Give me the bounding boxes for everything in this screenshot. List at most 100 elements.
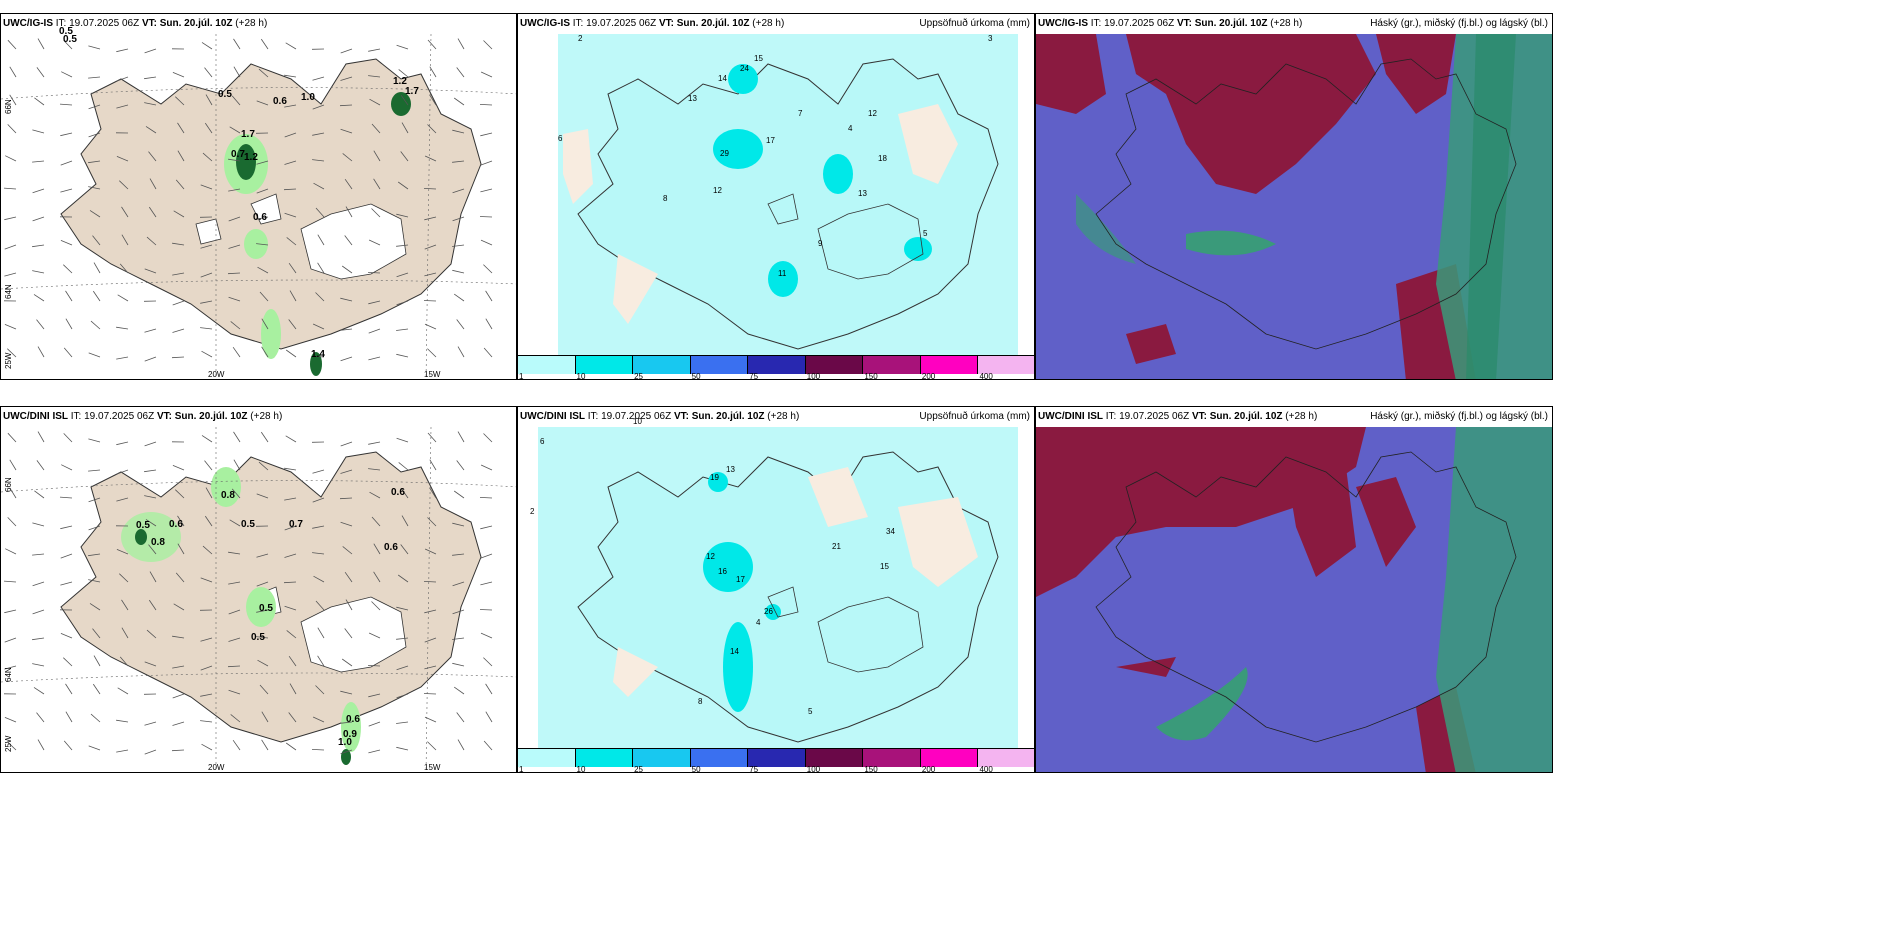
wind-barb bbox=[229, 126, 241, 134]
wind-barb bbox=[204, 67, 213, 78]
cloud-map bbox=[1036, 34, 1552, 379]
wind-barb bbox=[340, 328, 353, 331]
wind-barb bbox=[228, 296, 241, 302]
wind-barb bbox=[228, 581, 241, 585]
wind-barb bbox=[61, 71, 73, 78]
wind-barb bbox=[424, 716, 437, 723]
wind-barb bbox=[258, 68, 269, 78]
wind-barb bbox=[340, 297, 353, 302]
wind-barb bbox=[429, 487, 437, 499]
wind-barb bbox=[452, 609, 465, 615]
wind-barb bbox=[148, 544, 157, 555]
precip-number: 17 bbox=[736, 575, 745, 584]
wind-barb bbox=[172, 465, 185, 471]
wind-barb bbox=[312, 716, 325, 723]
wind-barb bbox=[204, 515, 213, 527]
wind-barb bbox=[373, 571, 381, 583]
wind-barb bbox=[146, 236, 157, 246]
wind-barb bbox=[233, 38, 241, 50]
wind-barb bbox=[88, 579, 101, 583]
wind-barb bbox=[315, 685, 325, 695]
wind-barb bbox=[202, 545, 213, 555]
model-name: UWC/IG-IS bbox=[1038, 18, 1088, 29]
wind-barb bbox=[345, 599, 353, 611]
wind-barb bbox=[483, 657, 493, 667]
wind-barb bbox=[32, 188, 45, 194]
wind-barb bbox=[32, 270, 45, 274]
wind-barb bbox=[231, 488, 241, 499]
wind-barb bbox=[368, 75, 381, 78]
wind-barb bbox=[200, 184, 213, 190]
wind-barb bbox=[116, 719, 129, 723]
wind-barb bbox=[453, 686, 465, 695]
wind-barb bbox=[88, 525, 101, 531]
wind-barb bbox=[368, 693, 381, 698]
wind-barb bbox=[60, 160, 73, 166]
model-name: UWC/DINI ISL bbox=[3, 411, 68, 422]
wind-barb bbox=[424, 637, 437, 643]
wind-barb bbox=[424, 665, 437, 670]
model-name: UWC/IG-IS bbox=[520, 18, 570, 29]
wind-barb bbox=[59, 103, 73, 106]
wind-barb bbox=[283, 581, 297, 584]
wind-barb bbox=[172, 635, 185, 639]
wind-barb bbox=[452, 129, 465, 134]
wind-barb bbox=[427, 517, 437, 527]
wind-barb bbox=[396, 213, 409, 218]
wind-barb bbox=[288, 319, 297, 330]
wind-barb bbox=[88, 76, 101, 79]
wind-barb bbox=[119, 180, 129, 190]
wind-barb bbox=[88, 553, 101, 557]
wind-barb bbox=[32, 553, 45, 556]
wind-map bbox=[1, 34, 516, 379]
wind-barb bbox=[228, 244, 241, 249]
wind-barb bbox=[396, 244, 409, 247]
wind-value: 0.6 bbox=[391, 487, 405, 498]
colorbar-label: 50 bbox=[691, 372, 701, 380]
precip-panel-top: UWC/IG-IS IT: 19.07.2025 06Z VT: Sun. 20… bbox=[517, 13, 1035, 380]
wind-barb bbox=[286, 630, 297, 639]
wind-barb bbox=[5, 548, 17, 555]
wind-barb bbox=[479, 497, 493, 499]
wind-barb bbox=[480, 71, 493, 78]
cloud-title: Háský (gr.), miðský (fj.bl.) og lágský (… bbox=[1370, 411, 1548, 422]
wind-barb bbox=[456, 460, 465, 471]
wind-barb bbox=[32, 663, 45, 667]
wind-barb bbox=[371, 601, 381, 611]
wind-barb bbox=[172, 721, 185, 726]
wind-barb bbox=[173, 210, 185, 218]
panel-header: UWC/IG-IS IT: 19.07.2025 06Z VT: Sun. 20… bbox=[1038, 18, 1302, 29]
colorbar-label: 150 bbox=[864, 765, 878, 773]
wind-barb bbox=[485, 683, 493, 695]
wind-barb bbox=[396, 721, 409, 724]
wind-barb bbox=[344, 235, 353, 246]
wind-barb bbox=[88, 745, 101, 751]
wind-barb bbox=[232, 346, 241, 358]
wind-barb bbox=[34, 490, 45, 499]
wind-barb bbox=[63, 347, 73, 358]
colorbar-label: 100 bbox=[806, 765, 821, 773]
wind-barb bbox=[368, 441, 381, 445]
valid-time: VT: Sun. 20.júl. 10Z bbox=[673, 411, 765, 422]
wind-barb bbox=[32, 522, 45, 527]
colorbar-segment bbox=[690, 356, 749, 374]
wind-barb bbox=[116, 76, 129, 82]
wind-barb bbox=[456, 712, 465, 723]
wind-barb bbox=[88, 469, 101, 472]
wind-barb bbox=[429, 66, 437, 78]
wind-barb bbox=[92, 235, 101, 246]
wind-barb bbox=[344, 178, 353, 190]
precip-number: 13 bbox=[688, 94, 697, 103]
wind-barb bbox=[177, 515, 185, 527]
wind-barb bbox=[204, 122, 213, 134]
wind-barb bbox=[230, 714, 241, 723]
wind-barb bbox=[200, 327, 213, 330]
precip-number: 15 bbox=[880, 562, 889, 571]
wind-barb bbox=[340, 721, 353, 724]
wind-barb bbox=[228, 216, 241, 222]
wind-barb bbox=[172, 72, 185, 78]
colorbar-segment bbox=[633, 356, 691, 374]
precip-number: 6 bbox=[558, 134, 563, 143]
lon-label-20: 20W bbox=[208, 763, 225, 772]
wind-barb bbox=[368, 356, 381, 361]
